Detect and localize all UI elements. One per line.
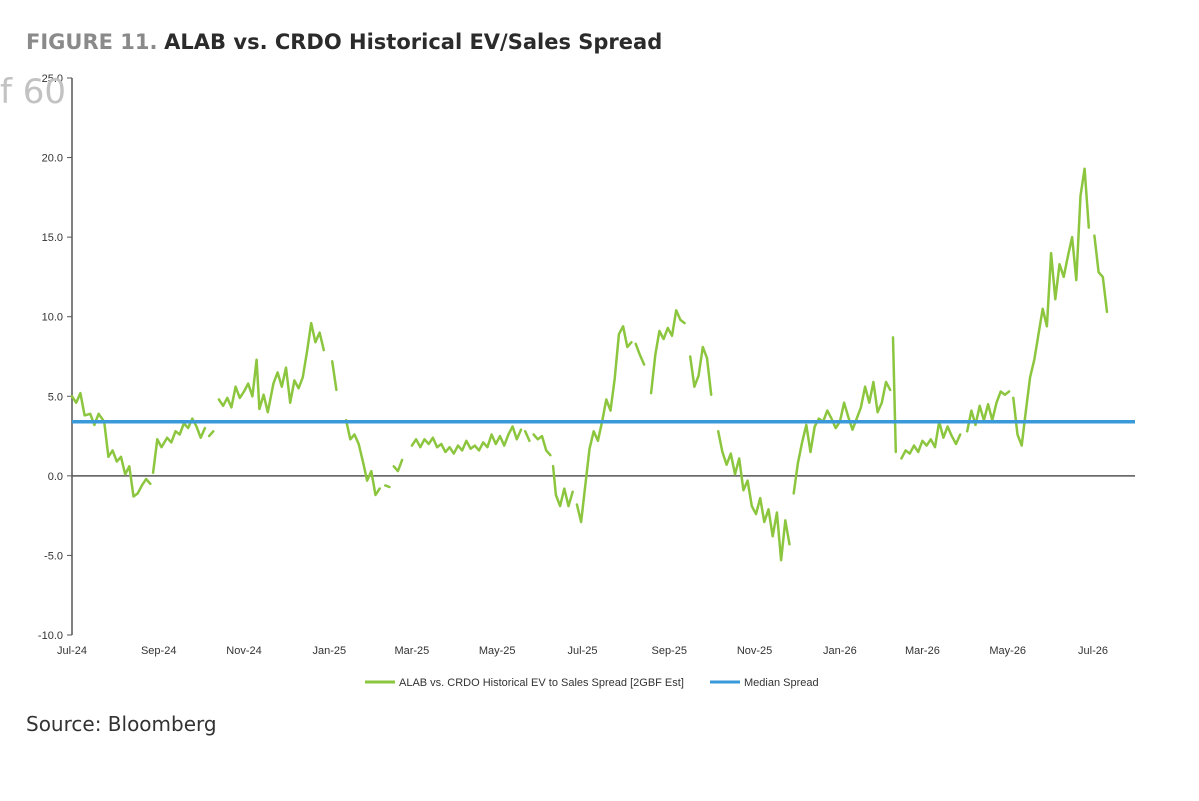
source-note: Source: Bloomberg: [26, 712, 217, 736]
figure-title: FIGURE 11. ALAB vs. CRDO Historical EV/S…: [26, 30, 662, 54]
y-tick-label: -5.0: [44, 550, 63, 562]
page-number-fragment: f 60: [0, 72, 67, 112]
x-tick-label: Mar-25: [394, 645, 429, 657]
spread-series-line: [410, 425, 523, 455]
figure-label: FIGURE 11.: [26, 30, 158, 54]
spread-series-line: [1093, 234, 1109, 314]
spread-series-line: [649, 309, 686, 395]
y-tick-label: 5.0: [48, 391, 63, 403]
spread-series-line: [330, 360, 338, 392]
x-tick-label: Sep-24: [141, 645, 176, 657]
x-tick-label: Mar-26: [905, 645, 940, 657]
y-tick-label: 10.0: [42, 312, 63, 324]
spread-series-line: [207, 430, 215, 438]
x-tick-label: Jan-25: [313, 645, 347, 657]
spread-series-line: [1012, 167, 1091, 447]
spread-series-line: [891, 336, 898, 454]
spread-series-line: [532, 433, 552, 457]
y-tick-label: 20.0: [42, 153, 63, 165]
y-tick-label: 15.0: [42, 232, 63, 244]
spread-series-line: [688, 345, 713, 396]
spread-series-line: [344, 418, 381, 497]
x-tick-label: Jan-26: [823, 645, 857, 657]
y-tick-label: 0.0: [48, 471, 63, 483]
spread-series-line: [70, 391, 152, 498]
figure-name: ALAB vs. CRDO Historical EV/Sales Spread: [164, 30, 663, 54]
x-tick-label: Jul-24: [57, 645, 87, 657]
spread-series-line: [523, 430, 531, 443]
spread-series-line: [575, 325, 633, 524]
spread-series-line: [384, 484, 391, 489]
spread-series-line: [965, 390, 1011, 433]
spread-series-line: [551, 465, 574, 508]
y-tick-label: -10.0: [38, 630, 63, 642]
x-tick-label: Nov-24: [226, 645, 261, 657]
spread-series-line: [634, 342, 646, 366]
spread-series-line: [151, 417, 207, 474]
y-tick-label: 25.0: [42, 73, 63, 85]
x-tick-label: May-26: [989, 645, 1026, 657]
spread-series-line: [217, 321, 326, 414]
legend-label: ALAB vs. CRDO Historical EV to Sales Spr…: [399, 677, 684, 689]
spread-series-line: [900, 420, 962, 460]
x-tick-label: Jul-26: [1078, 645, 1108, 657]
spread-series-line: [792, 380, 892, 495]
spread-series-line: [716, 430, 791, 562]
legend-label: Median Spread: [744, 677, 819, 689]
x-tick-label: Sep-25: [651, 645, 686, 657]
x-tick-label: Jul-25: [568, 645, 598, 657]
x-tick-label: May-25: [479, 645, 516, 657]
x-tick-label: Nov-25: [737, 645, 772, 657]
spread-series-line: [392, 458, 404, 473]
